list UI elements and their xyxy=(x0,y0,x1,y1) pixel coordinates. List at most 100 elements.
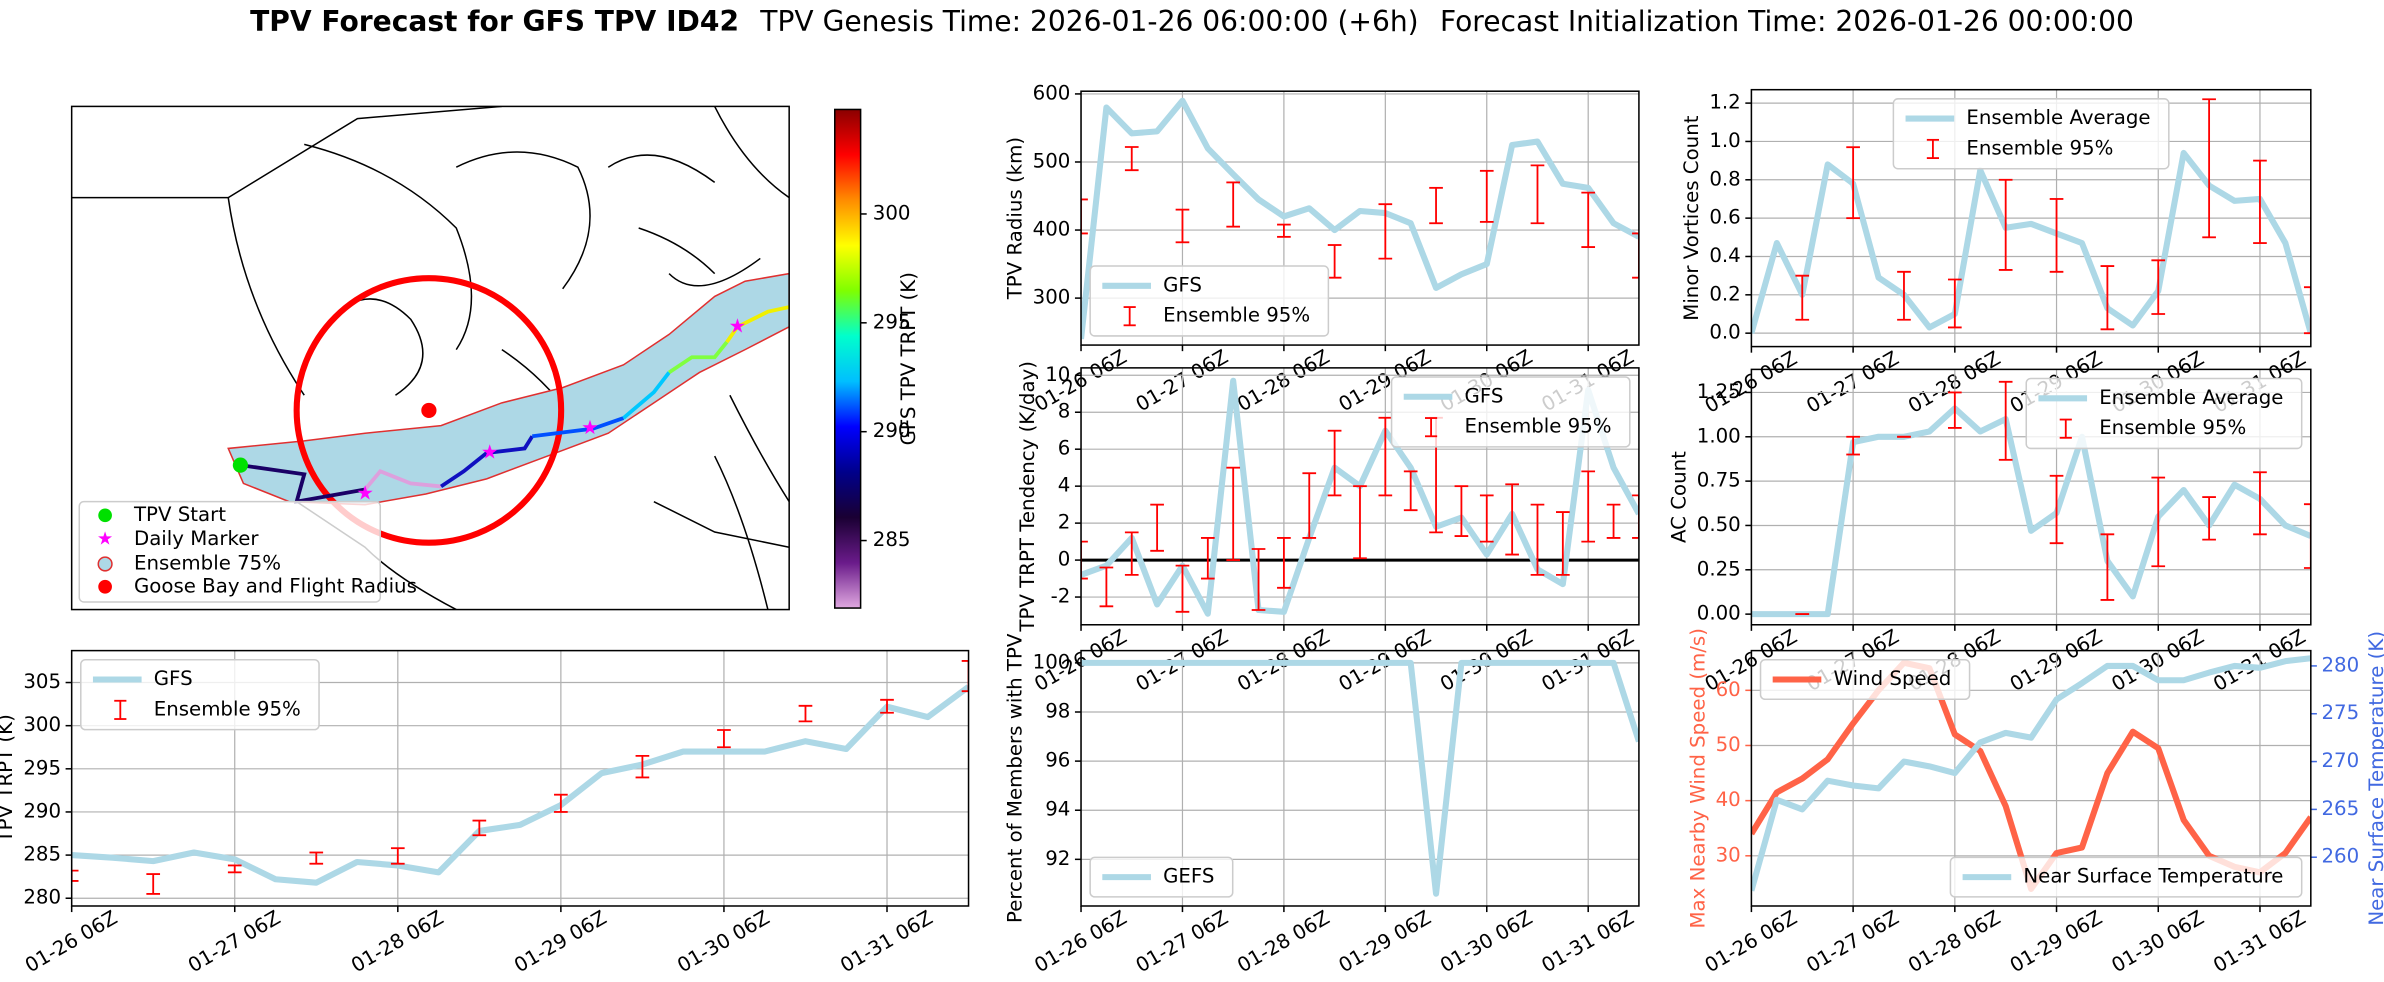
y2-tick-label: 270 xyxy=(2321,749,2359,772)
legend-box xyxy=(1949,856,2303,898)
x-tick-label: 01-28 06Z xyxy=(347,906,447,977)
track-segment xyxy=(240,463,366,505)
y-tick-label: 400 xyxy=(1033,218,1071,241)
legend-label: Ensemble Average xyxy=(2099,386,2283,409)
legend-marker xyxy=(98,579,112,594)
x-tick-label: 01-31 06Z xyxy=(1538,906,1638,977)
colorbar-tick-label: 295 xyxy=(873,310,911,333)
y2-axis-label: Near Surface Temperature (K) xyxy=(2365,631,2384,926)
y-tick-label: 300 xyxy=(23,713,61,736)
y-tick-label: 100 xyxy=(1033,650,1071,673)
y-tick-label: 600 xyxy=(1033,81,1071,104)
axes-frame xyxy=(1080,90,1640,346)
legend-label: GFS xyxy=(1163,273,1202,296)
y-tick-label: 0.8 xyxy=(1709,167,1740,190)
axes-frame xyxy=(70,649,970,907)
y-tick-label: 0.0 xyxy=(1709,321,1740,344)
legend-label: Near Surface Temperature xyxy=(2023,865,2283,888)
x-tick-label: 01-31 06Z xyxy=(2209,906,2309,977)
y2-tick-label: 280 xyxy=(2321,653,2359,676)
legend: GFS Ensemble 95% xyxy=(1390,376,1631,448)
legend-box xyxy=(1892,98,2170,170)
track-segment xyxy=(440,435,534,489)
colorbar-label: GFS TPV TRPT (K) xyxy=(897,272,920,445)
plot-area xyxy=(1081,659,1639,897)
plot-area xyxy=(1081,97,1639,340)
x-tick-label: 01-28 06Z xyxy=(1904,906,2004,977)
track-segment xyxy=(622,371,671,420)
flight-radius xyxy=(293,275,565,546)
daily-marker: ★ xyxy=(581,416,599,439)
y-tick-label: 40 xyxy=(1716,788,1741,811)
track xyxy=(240,305,790,505)
colorbar-tick-label: 290 xyxy=(873,419,911,442)
y2-tick-label: 275 xyxy=(2321,701,2359,724)
line-series xyxy=(1751,655,2311,892)
legend: Wind Speed xyxy=(1759,658,1971,701)
colorbar-tick-label: 285 xyxy=(873,528,911,551)
track-segment xyxy=(532,416,625,439)
legend-label: GFS xyxy=(154,667,193,690)
title-main: TPV Forecast for GFS TPV ID42 xyxy=(250,5,739,38)
legend-box xyxy=(78,500,382,603)
legend-label: GEFS xyxy=(1163,865,1214,888)
x-tick-label: 01-29 06Z xyxy=(2006,906,2106,977)
plot-area xyxy=(1751,98,2311,335)
x-tick-label: 01-26 06Z xyxy=(1030,906,1130,977)
y-tick-label: 0 xyxy=(1058,548,1071,571)
y-axis-label: Percent of Members with TPV xyxy=(1003,633,1026,923)
colorbar-tick-label: 300 xyxy=(873,201,911,224)
map-content: ★ ★ ★ ★ xyxy=(71,106,790,610)
y-axis-label: TPV Radius (km) xyxy=(1003,137,1026,300)
y-tick-label: 0.00 xyxy=(1697,602,1741,625)
goose-bay xyxy=(421,402,437,419)
y-tick-label: 305 xyxy=(23,670,61,693)
y-tick-label: 96 xyxy=(1045,749,1070,772)
y-axis-label: Minor Vortices Count xyxy=(1680,115,1703,320)
legend: GEFS xyxy=(1089,856,1234,898)
y-tick-label: 60 xyxy=(1716,678,1741,701)
axes-frame xyxy=(1750,88,2312,348)
legend-label: GFS xyxy=(1465,384,1504,407)
daily-marker: ★ xyxy=(729,314,747,337)
track-segment xyxy=(363,468,442,491)
y-tick-label: 0.4 xyxy=(1709,244,1740,267)
legend: Near Surface Temperature xyxy=(1949,856,2303,898)
track-segment xyxy=(725,305,790,344)
daily-marker: ★ xyxy=(481,440,499,463)
x-tick-label: 01-29 06Z xyxy=(1335,906,1435,977)
map-frame xyxy=(70,105,790,611)
legend-box xyxy=(2025,377,2303,450)
legend: GFS Ensemble 95% xyxy=(80,658,320,731)
line-series xyxy=(71,684,969,886)
ensemble-75-area xyxy=(227,272,790,506)
y-tick-label: 8 xyxy=(1058,400,1071,423)
y-axis-label: Max Nearby Wind Speed (m/s) xyxy=(1686,628,1709,928)
tpv-start xyxy=(232,457,249,473)
legend-label: Goose Bay and Flight Radius xyxy=(134,574,417,597)
figure-title: TPV Forecast for GFS TPV ID42 TPV Genesis… xyxy=(250,5,2134,38)
axes-frame xyxy=(1750,649,2312,907)
plot-area xyxy=(1751,380,2311,618)
y-axis-label: TPV TRPT Tendency (K/day) xyxy=(1016,361,1039,633)
legend: Ensemble Average Ensemble 95% xyxy=(1892,98,2170,170)
title-init: Forecast Initialization Time: 2026-01-26… xyxy=(1440,5,2134,38)
legend-marker: ★ xyxy=(97,529,113,550)
daily-marker: ★ xyxy=(356,482,374,505)
y-tick-label: 500 xyxy=(1033,149,1071,172)
title-genesis: TPV Genesis Time: 2026-01-26 06:00:00 (+… xyxy=(759,5,1418,38)
y-tick-label: 1.0 xyxy=(1709,129,1740,152)
legend-box xyxy=(1759,658,1971,701)
y-tick-label: 285 xyxy=(23,843,61,866)
y-tick-label: 280 xyxy=(23,886,61,909)
legend-label: Ensemble Average xyxy=(1966,106,2150,129)
colorbar xyxy=(834,108,862,609)
x-tick-label: 01-27 06Z xyxy=(1132,906,1232,977)
y-tick-label: -2 xyxy=(1051,585,1071,608)
y-tick-label: 4 xyxy=(1058,474,1071,497)
y-tick-label: 30 xyxy=(1716,843,1741,866)
line-series xyxy=(1751,405,2311,618)
y-tick-label: 0.25 xyxy=(1697,557,1741,580)
y-tick-label: 10 xyxy=(1045,363,1070,386)
